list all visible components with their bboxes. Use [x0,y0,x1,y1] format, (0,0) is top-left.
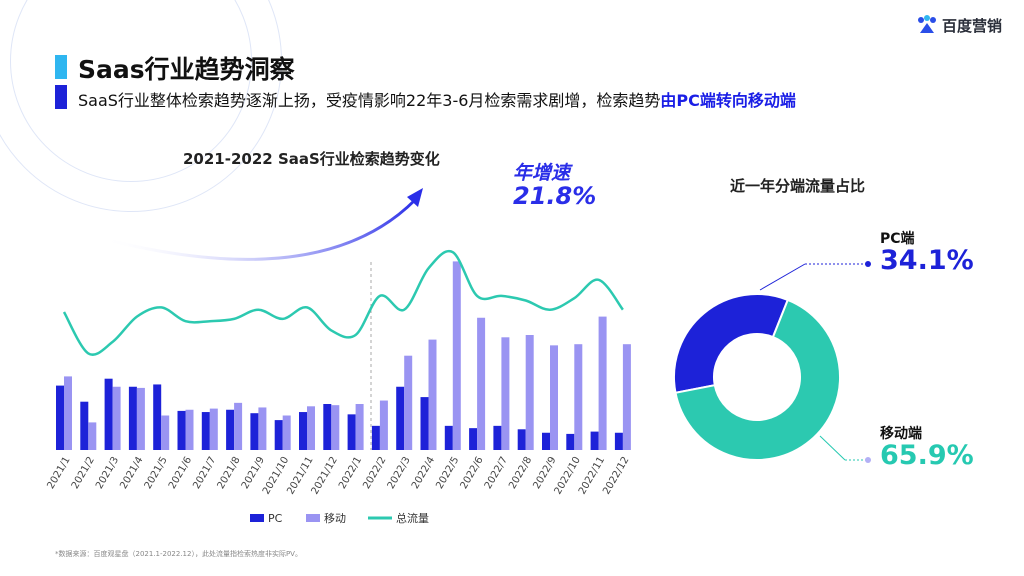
baidu-paw-icon [917,15,936,33]
bar-pc-2022/4 [420,397,429,450]
bar-pc-2022/3 [396,386,405,450]
bar-mobile-2022/1 [355,404,364,450]
bar-mobile-2022/5 [452,261,461,450]
mobile-leader-dot [865,457,871,463]
brand-logo: 百度营销 [916,14,1002,36]
bar-mobile-2022/7 [501,337,510,450]
bar-mobile-2021/10 [282,415,291,450]
legend-swatch-pc [250,514,264,522]
bar-pc-2021/1 [56,385,64,450]
bar-pc-2022/2 [371,425,380,450]
bar-pc-2021/3 [104,378,113,450]
bar-mobile-2022/11 [598,316,607,450]
bar-pc-2022/1 [347,414,356,450]
bar-mobile-2021/5 [161,415,170,450]
bar-pc-2021/7 [201,412,210,450]
bar-mobile-2021/6 [185,409,194,450]
bar-pc-2021/11 [299,412,307,450]
bar-pc-2022/10 [566,433,575,450]
pc-leader-line [759,263,806,291]
bar-pc-2022/12 [614,432,623,450]
pc-share-value: 34.1% [880,245,974,276]
bar-mobile-2021/3 [112,386,121,450]
bar-pc-2021/4 [128,386,137,450]
legend-swatch-mobile [306,514,320,522]
subtitle-highlight: 由PC端转向移动端 [660,91,796,110]
pc-leader-dot [865,261,871,267]
chart-legend: PC 移动 总流量 [250,511,429,525]
bar-pc-2022/11 [590,431,599,450]
bar-mobile-2021/2 [88,422,97,450]
bar-pc-2021/9 [250,413,259,450]
bar-pc-2021/10 [274,420,283,450]
bar-pc-2022/9 [542,432,550,450]
bar-pc-2021/12 [323,404,332,450]
legend-label-mobile: 移动 [324,512,346,525]
mobile-share-label: 移动端 [880,426,922,442]
bar-pc-2021/8 [226,409,235,450]
growth-arrow-head [407,188,423,207]
bar-mobile-2022/4 [428,339,437,450]
bar-pc-2022/8 [517,429,526,450]
trend-chart-title: 2021-2022 SaaS行业检索趋势变化 [183,150,440,168]
page-title: Saas行业趋势洞察 [78,55,295,84]
bar-mobile-2022/3 [404,355,413,450]
bar-mobile-2021/8 [234,402,243,450]
title-bar-top [55,55,67,79]
bar-pc-2021/2 [80,401,89,450]
page-subtitle: SaaS行业整体检索趋势逐渐上扬，受疫情影响22年3-6月检索需求剧增，检索趋势… [78,87,796,111]
bar-mobile-2021/11 [307,406,315,450]
bar-mobile-2022/6 [477,317,486,450]
data-source-footnote: *数据来源：百度观星盘（2021.1-2022.12），此处流量指检索热度非实际… [55,550,302,558]
title-bar-bottom [55,85,67,109]
donut-slice-pc [673,293,790,394]
legend-label-pc: PC [268,512,283,525]
bar-mobile-2022/9 [550,345,558,450]
bar-pc-2022/7 [493,425,502,450]
donut-slice-mobile [674,298,841,461]
bar-pc-2021/6 [177,410,186,450]
series-line-total [62,249,624,356]
growth-label: 年增速 [513,162,571,184]
bar-mobile-2022/8 [525,335,534,450]
mobile-leader-line [819,435,846,461]
bar-mobile-2021/7 [209,408,218,450]
bar-pc-2021/5 [153,384,162,450]
legend-label-total: 总流量 [396,511,429,525]
logo-text: 百度营销 [941,16,1002,35]
bar-mobile-2021/1 [64,376,72,450]
subtitle-prefix: SaaS行业整体检索趋势逐渐上扬，受疫情影响22年3-6月检索需求剧增，检索趋势 [78,91,661,110]
donut-chart-title: 近一年分端流量占比 [730,177,866,195]
bar-mobile-2022/2 [379,400,388,450]
bar-mobile-2022/10 [574,344,583,450]
bar-mobile-2021/12 [331,405,340,450]
bar-mobile-2021/4 [136,387,145,450]
bar-mobile-2022/12 [622,344,631,450]
pc-share-label: PC端 [880,231,915,247]
growth-arrow [99,198,417,261]
bar-pc-2022/6 [469,428,478,450]
mobile-share-value: 65.9% [880,440,974,471]
bar-mobile-2021/9 [258,407,267,450]
growth-value: 21.8% [513,182,597,210]
bar-pc-2022/5 [444,425,453,450]
